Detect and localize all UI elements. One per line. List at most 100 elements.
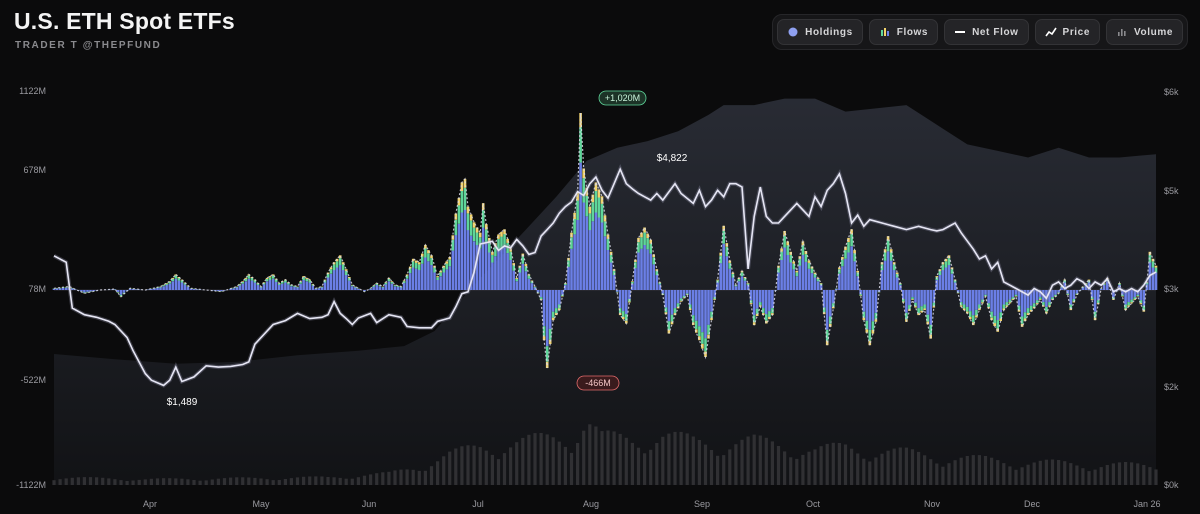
flow-bar-segment	[990, 311, 993, 318]
flow-bar	[841, 266, 844, 290]
volume-bar	[740, 439, 744, 485]
volume-bar	[1026, 464, 1030, 485]
flow-bar	[707, 290, 710, 325]
volume-bar	[904, 447, 908, 485]
flow-bar-segment	[542, 326, 546, 337]
flow-bar-segment	[433, 267, 436, 273]
flow-bar-segment	[168, 282, 171, 284]
volume-bar	[216, 478, 220, 485]
volume-bar	[247, 477, 251, 485]
volume-bar	[314, 476, 318, 485]
x-axis-tick: Oct	[806, 499, 821, 509]
flow-bar	[335, 267, 339, 290]
flow-bar	[655, 275, 659, 290]
flow-bar	[667, 290, 671, 322]
flow-bar-segment	[500, 231, 503, 237]
flow-bar-segment	[752, 315, 756, 323]
flow-bar-segment	[1069, 304, 1073, 309]
flow-bar-segment	[415, 262, 418, 269]
flow-bar	[853, 261, 856, 290]
flow-bar	[1057, 290, 1060, 293]
flow-bar	[223, 290, 226, 291]
flow-bar-segment	[615, 291, 619, 293]
flow-bar-segment	[807, 262, 811, 269]
volume-bar	[429, 466, 434, 485]
volume-bar	[819, 446, 823, 485]
flow-bar-segment	[457, 198, 461, 206]
flow-bar	[171, 281, 174, 290]
flow-bar-segment	[1112, 299, 1115, 300]
flow-bar-segment	[296, 286, 299, 288]
flow-bar-segment	[567, 260, 570, 267]
volume-bar	[588, 424, 592, 485]
flow-bar-segment	[1039, 299, 1042, 300]
volume-bar	[630, 442, 634, 485]
flow-bar-segment	[250, 278, 254, 281]
flow-bar	[637, 252, 640, 290]
volume-bar	[64, 478, 68, 485]
volume-bar	[131, 480, 135, 485]
flow-bar	[768, 290, 771, 312]
holdings-toggle-button[interactable]: Holdings	[777, 19, 863, 45]
flow-bar	[293, 286, 296, 290]
volume-bar	[624, 437, 628, 485]
flow-bar-segment	[640, 232, 643, 238]
volume-bar	[417, 470, 421, 485]
flow-bar-segment	[308, 280, 311, 283]
page-title: U.S. ETH Spot ETFs	[14, 8, 235, 34]
flow-bar	[759, 290, 762, 303]
flow-bar-segment	[515, 277, 518, 279]
volume-bar	[82, 477, 86, 485]
flow-bar-segment	[472, 222, 476, 228]
flow-bar-segment	[1142, 305, 1146, 311]
price-toggle-button[interactable]: Price	[1034, 19, 1101, 45]
flow-bar	[1090, 290, 1094, 298]
flow-bar-segment	[320, 286, 324, 288]
flow-bar	[832, 290, 835, 304]
flow-bar-segment	[993, 323, 996, 326]
flow-bar-segment	[1017, 305, 1021, 311]
flow-bar	[1063, 282, 1066, 290]
flow-bar	[174, 278, 178, 290]
flow-bar	[241, 283, 244, 290]
flow-bar	[920, 290, 923, 307]
left-axis-tick: -522M	[20, 375, 46, 385]
flow-bar-segment	[469, 214, 473, 221]
volume-bar	[143, 479, 147, 485]
flow-bar	[469, 235, 473, 290]
volume-toggle-button[interactable]: Volume	[1106, 19, 1183, 45]
volume-bar	[107, 478, 111, 485]
flow-bar	[232, 288, 235, 290]
right-axis-tick: $2k	[1164, 382, 1179, 392]
flow-bar-segment	[265, 277, 269, 279]
flow-bar	[902, 290, 905, 299]
volume-bar	[192, 480, 196, 485]
flow-bar	[189, 288, 193, 290]
flow-bar-segment	[244, 277, 248, 279]
flow-bar	[905, 290, 908, 313]
flow-bar-segment	[856, 270, 859, 273]
flow-bar	[1005, 290, 1009, 303]
volume-bar	[1148, 467, 1152, 485]
flows-toggle-button[interactable]: Flows	[868, 19, 939, 45]
flow-bar	[765, 290, 768, 315]
flow-bar-segment	[1154, 267, 1158, 273]
volume-bars-icon	[1118, 29, 1126, 36]
flow-bar	[932, 290, 936, 303]
flow-bar	[719, 263, 722, 290]
volume-bar	[265, 479, 269, 485]
flow-bar	[220, 290, 223, 292]
flow-bar-segment	[631, 282, 634, 284]
flow-bar-segment	[159, 286, 162, 288]
flow-bar-segment	[996, 320, 999, 329]
volume-bar	[971, 455, 975, 485]
flow-bar	[421, 263, 424, 290]
net-flow-line-icon	[955, 31, 966, 33]
flow-bar-segment	[670, 314, 674, 322]
flow-bar-segment	[759, 302, 762, 306]
net-flow-toggle-button[interactable]: Net Flow	[944, 19, 1029, 45]
flow-bar	[1154, 272, 1158, 290]
page-subtitle: TRADER T @THEPFUND	[15, 40, 162, 51]
flow-bar	[527, 278, 531, 290]
flow-bar-segment	[853, 250, 856, 254]
